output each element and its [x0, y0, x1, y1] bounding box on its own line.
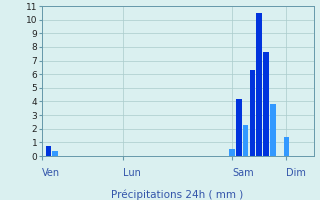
Bar [229, 148, 235, 156]
Bar [45, 146, 51, 156]
Text: Ven: Ven [42, 168, 60, 178]
Text: Sam: Sam [232, 168, 254, 178]
Bar [243, 125, 248, 156]
Bar [270, 104, 276, 156]
Text: Précipitations 24h ( mm ): Précipitations 24h ( mm ) [111, 189, 244, 200]
Text: Dim: Dim [286, 168, 306, 178]
Bar [263, 52, 269, 156]
Bar [236, 99, 242, 156]
Bar [284, 137, 289, 156]
Bar [52, 151, 58, 156]
Bar [250, 70, 255, 156]
Bar [256, 13, 262, 156]
Text: Lun: Lun [123, 168, 141, 178]
